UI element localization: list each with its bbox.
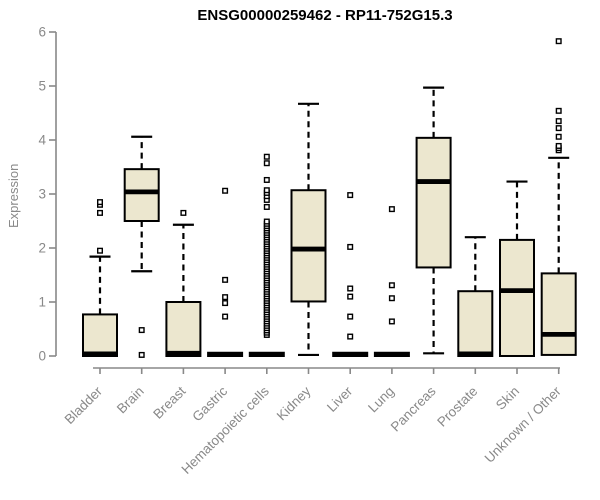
box-group-prostate <box>457 236 494 358</box>
outlier-point <box>263 203 270 210</box>
outlier-point <box>555 118 562 125</box>
box-group-brain <box>123 135 160 358</box>
outlier-point <box>347 243 354 250</box>
outlier-point <box>347 192 354 199</box>
outlier-point <box>388 295 395 302</box>
box-group-bladder <box>82 199 118 358</box>
x-tick-label-brain: Brain <box>114 384 147 417</box>
box-rect <box>290 189 327 303</box>
outlier-point <box>138 327 145 334</box>
x-tick-label-breast: Breast <box>150 383 188 421</box>
outlier-point <box>263 218 270 225</box>
x-tick-label-liver: Liver <box>324 383 356 415</box>
y-tick-label: 3 <box>38 187 46 202</box>
outlier-point <box>555 107 562 114</box>
outlier-point <box>388 282 395 289</box>
outlier-point <box>138 351 145 358</box>
y-tick-label: 0 <box>38 349 46 364</box>
box-rect <box>82 313 118 358</box>
outlier-point <box>555 133 562 140</box>
y-tick-label: 1 <box>38 295 46 310</box>
outlier-point <box>388 318 395 325</box>
x-tick-label-skin: Skin <box>493 384 522 413</box>
outlier-point <box>347 285 354 292</box>
box-rect <box>540 272 577 356</box>
outlier-point <box>555 125 562 132</box>
x-tick-label-kidney: Kidney <box>274 383 314 423</box>
outlier-point <box>180 209 187 216</box>
outlier-point <box>96 199 103 206</box>
box-group-liver <box>332 192 369 358</box>
y-tick-label: 2 <box>38 241 46 256</box>
y-axis: 0 1 2 3 4 5 6 <box>38 25 57 364</box>
chart-title: ENSG00000259462 - RP11-752G15.3 <box>197 7 453 24</box>
box-group-hematopoietic-cells <box>248 153 285 358</box>
y-tick-label: 5 <box>38 79 46 94</box>
outlier-point <box>222 187 229 194</box>
outlier-point <box>388 206 395 213</box>
x-tick-label-pancreas: Pancreas <box>388 383 439 434</box>
box-rect <box>499 238 535 357</box>
box-group-pancreas <box>415 86 452 355</box>
box-rect <box>457 290 494 358</box>
box-rect <box>123 168 160 223</box>
x-tick-label-lung: Lung <box>365 384 397 416</box>
outlier-point <box>263 153 270 160</box>
outlier-point <box>222 313 229 320</box>
outlier-point <box>96 247 103 254</box>
outlier-point <box>347 313 354 320</box>
outlier-point <box>222 300 229 307</box>
outlier-point <box>96 209 103 216</box>
box-group-kidney <box>290 102 327 357</box>
outlier-point <box>555 38 562 45</box>
box-group-lung <box>373 206 410 358</box>
outlier-point <box>347 293 354 300</box>
x-tick-label-bladder: Bladder <box>62 383 106 427</box>
outlier-point <box>347 333 354 340</box>
box-group-gastric <box>207 187 244 358</box>
outlier-point <box>263 160 270 167</box>
box-group-unknown-other <box>540 38 577 356</box>
x-tick-label-prostate: Prostate <box>434 384 480 430</box>
box-group-skin <box>499 180 535 357</box>
outlier-point <box>263 187 270 194</box>
outlier-point <box>555 142 562 149</box>
outlier-point <box>263 176 270 183</box>
box-group-breast <box>165 209 202 357</box>
box-rect <box>165 301 202 357</box>
x-tick-label-unknown-other: Unknown / Other <box>482 383 565 466</box>
outlier-point <box>222 294 229 301</box>
box-rect <box>415 136 452 269</box>
y-tick-label: 4 <box>38 133 46 148</box>
x-tick-label-gastric: Gastric <box>189 383 230 424</box>
y-tick-label: 6 <box>38 25 46 40</box>
outlier-point <box>222 276 229 283</box>
